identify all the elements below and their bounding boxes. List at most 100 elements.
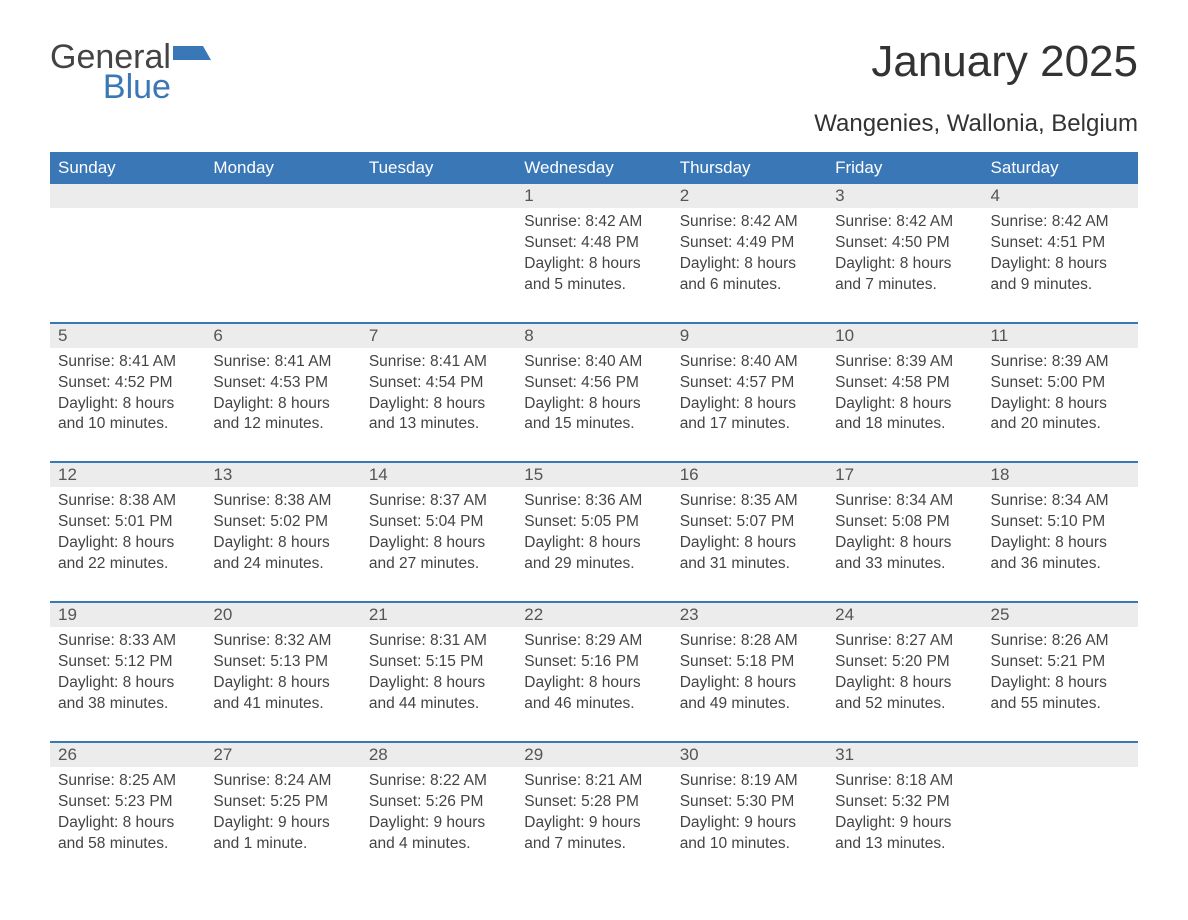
daylight-line: Daylight: 8 hours and 27 minutes. (369, 533, 508, 575)
day-number: 5 (50, 324, 205, 348)
day-details (983, 767, 1138, 797)
daylight-line: Daylight: 8 hours and 5 minutes. (524, 254, 663, 296)
daylight-line: Daylight: 9 hours and 7 minutes. (524, 813, 663, 855)
calendar-day-cell (361, 184, 516, 323)
daylight-line: Daylight: 8 hours and 33 minutes. (835, 533, 974, 575)
calendar-day-cell: 7Sunrise: 8:41 AMSunset: 4:54 PMDaylight… (361, 323, 516, 463)
day-details: Sunrise: 8:40 AMSunset: 4:56 PMDaylight:… (516, 348, 671, 462)
day-details: Sunrise: 8:41 AMSunset: 4:54 PMDaylight:… (361, 348, 516, 462)
day-details: Sunrise: 8:35 AMSunset: 5:07 PMDaylight:… (672, 487, 827, 601)
sunset-line: Sunset: 4:51 PM (991, 233, 1130, 254)
day-details: Sunrise: 8:42 AMSunset: 4:49 PMDaylight:… (672, 208, 827, 322)
brand-logo: General Blue (50, 40, 211, 104)
sunrise-line: Sunrise: 8:34 AM (835, 491, 974, 512)
sunrise-line: Sunrise: 8:38 AM (213, 491, 352, 512)
brand-text: General Blue (50, 40, 171, 104)
day-number (983, 743, 1138, 767)
sunrise-line: Sunrise: 8:40 AM (524, 352, 663, 373)
sunset-line: Sunset: 5:23 PM (58, 792, 197, 813)
sunset-line: Sunset: 5:12 PM (58, 652, 197, 673)
daylight-line: Daylight: 8 hours and 44 minutes. (369, 673, 508, 715)
calendar-week-row: 5Sunrise: 8:41 AMSunset: 4:52 PMDaylight… (50, 323, 1138, 463)
calendar-day-cell: 5Sunrise: 8:41 AMSunset: 4:52 PMDaylight… (50, 323, 205, 463)
sunset-line: Sunset: 5:21 PM (991, 652, 1130, 673)
sunrise-line: Sunrise: 8:27 AM (835, 631, 974, 652)
day-details: Sunrise: 8:41 AMSunset: 4:53 PMDaylight:… (205, 348, 360, 462)
sunrise-line: Sunrise: 8:42 AM (991, 212, 1130, 233)
weekday-header: Monday (205, 152, 360, 184)
sunrise-line: Sunrise: 8:28 AM (680, 631, 819, 652)
calendar-day-cell: 20Sunrise: 8:32 AMSunset: 5:13 PMDayligh… (205, 602, 360, 742)
calendar-day-cell: 28Sunrise: 8:22 AMSunset: 5:26 PMDayligh… (361, 742, 516, 881)
sunrise-line: Sunrise: 8:31 AM (369, 631, 508, 652)
sunrise-line: Sunrise: 8:24 AM (213, 771, 352, 792)
day-number: 13 (205, 463, 360, 487)
day-details: Sunrise: 8:38 AMSunset: 5:01 PMDaylight:… (50, 487, 205, 601)
day-number: 17 (827, 463, 982, 487)
day-details: Sunrise: 8:25 AMSunset: 5:23 PMDaylight:… (50, 767, 205, 881)
day-details: Sunrise: 8:34 AMSunset: 5:08 PMDaylight:… (827, 487, 982, 601)
sunset-line: Sunset: 5:28 PM (524, 792, 663, 813)
daylight-line: Daylight: 8 hours and 20 minutes. (991, 394, 1130, 436)
calendar-day-cell (983, 742, 1138, 881)
calendar-day-cell: 11Sunrise: 8:39 AMSunset: 5:00 PMDayligh… (983, 323, 1138, 463)
sunset-line: Sunset: 4:54 PM (369, 373, 508, 394)
daylight-line: Daylight: 8 hours and 55 minutes. (991, 673, 1130, 715)
calendar-day-cell: 1Sunrise: 8:42 AMSunset: 4:48 PMDaylight… (516, 184, 671, 323)
day-details (50, 208, 205, 238)
sunset-line: Sunset: 4:56 PM (524, 373, 663, 394)
sunset-line: Sunset: 5:26 PM (369, 792, 508, 813)
day-details: Sunrise: 8:29 AMSunset: 5:16 PMDaylight:… (516, 627, 671, 741)
day-details: Sunrise: 8:36 AMSunset: 5:05 PMDaylight:… (516, 487, 671, 601)
calendar-week-row: 26Sunrise: 8:25 AMSunset: 5:23 PMDayligh… (50, 742, 1138, 881)
sunset-line: Sunset: 5:00 PM (991, 373, 1130, 394)
daylight-line: Daylight: 8 hours and 18 minutes. (835, 394, 974, 436)
sunset-line: Sunset: 4:57 PM (680, 373, 819, 394)
daylight-line: Daylight: 8 hours and 6 minutes. (680, 254, 819, 296)
calendar-table: SundayMondayTuesdayWednesdayThursdayFrid… (50, 152, 1138, 880)
sunrise-line: Sunrise: 8:38 AM (58, 491, 197, 512)
sunrise-line: Sunrise: 8:18 AM (835, 771, 974, 792)
location-subtitle: Wangenies, Wallonia, Belgium (50, 110, 1138, 138)
day-number: 8 (516, 324, 671, 348)
day-details: Sunrise: 8:22 AMSunset: 5:26 PMDaylight:… (361, 767, 516, 881)
day-number: 30 (672, 743, 827, 767)
sunrise-line: Sunrise: 8:41 AM (58, 352, 197, 373)
day-number: 7 (361, 324, 516, 348)
daylight-line: Daylight: 8 hours and 22 minutes. (58, 533, 197, 575)
sunrise-line: Sunrise: 8:39 AM (835, 352, 974, 373)
calendar-day-cell: 24Sunrise: 8:27 AMSunset: 5:20 PMDayligh… (827, 602, 982, 742)
daylight-line: Daylight: 8 hours and 15 minutes. (524, 394, 663, 436)
weekday-header: Friday (827, 152, 982, 184)
sunset-line: Sunset: 5:15 PM (369, 652, 508, 673)
calendar-day-cell: 19Sunrise: 8:33 AMSunset: 5:12 PMDayligh… (50, 602, 205, 742)
calendar-day-cell: 12Sunrise: 8:38 AMSunset: 5:01 PMDayligh… (50, 462, 205, 602)
day-number: 22 (516, 603, 671, 627)
sunset-line: Sunset: 5:16 PM (524, 652, 663, 673)
sunset-line: Sunset: 4:48 PM (524, 233, 663, 254)
day-details: Sunrise: 8:39 AMSunset: 5:00 PMDaylight:… (983, 348, 1138, 462)
sunset-line: Sunset: 5:13 PM (213, 652, 352, 673)
calendar-day-cell: 26Sunrise: 8:25 AMSunset: 5:23 PMDayligh… (50, 742, 205, 881)
sunrise-line: Sunrise: 8:37 AM (369, 491, 508, 512)
sunset-line: Sunset: 5:07 PM (680, 512, 819, 533)
sunrise-line: Sunrise: 8:26 AM (991, 631, 1130, 652)
brand-flag-icon (173, 46, 211, 74)
day-number: 12 (50, 463, 205, 487)
calendar-day-cell: 3Sunrise: 8:42 AMSunset: 4:50 PMDaylight… (827, 184, 982, 323)
weekday-header: Sunday (50, 152, 205, 184)
day-number: 1 (516, 184, 671, 208)
calendar-day-cell: 8Sunrise: 8:40 AMSunset: 4:56 PMDaylight… (516, 323, 671, 463)
daylight-line: Daylight: 8 hours and 12 minutes. (213, 394, 352, 436)
day-number: 4 (983, 184, 1138, 208)
day-details: Sunrise: 8:39 AMSunset: 4:58 PMDaylight:… (827, 348, 982, 462)
day-number: 3 (827, 184, 982, 208)
day-number: 20 (205, 603, 360, 627)
calendar-day-cell: 18Sunrise: 8:34 AMSunset: 5:10 PMDayligh… (983, 462, 1138, 602)
daylight-line: Daylight: 8 hours and 46 minutes. (524, 673, 663, 715)
sunset-line: Sunset: 5:32 PM (835, 792, 974, 813)
day-number: 10 (827, 324, 982, 348)
daylight-line: Daylight: 9 hours and 1 minute. (213, 813, 352, 855)
sunset-line: Sunset: 5:01 PM (58, 512, 197, 533)
sunset-line: Sunset: 5:18 PM (680, 652, 819, 673)
